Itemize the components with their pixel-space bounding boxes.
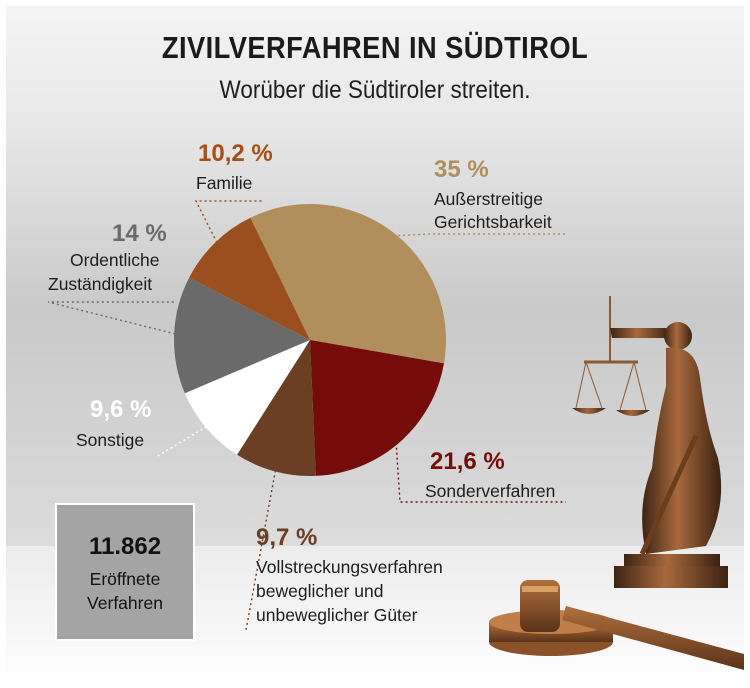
label-sonder-text: Sonderverfahren xyxy=(425,481,556,501)
leader-line-sonder xyxy=(395,437,566,503)
pie-slice-ordentlich xyxy=(173,277,310,394)
total-cases-label-line1: Eröffnete xyxy=(89,569,161,589)
label-ordentlich-percent: 14 % xyxy=(112,220,167,247)
page-title: ZIVILVERFAHREN IN SÜDTIROL xyxy=(161,30,589,65)
total-cases-value: 11.862 xyxy=(88,533,162,560)
label-ordentlich-line1: Ordentliche xyxy=(70,250,160,270)
justitia-figure xyxy=(610,322,728,588)
label-aussergerichtlich-percent: 35 % xyxy=(434,156,489,183)
total-cases-box: 11.862 Eröffnete Verfahren xyxy=(55,503,195,641)
total-cases-label-line2: Verfahren xyxy=(87,593,163,613)
leader-line-familie xyxy=(194,200,262,248)
label-aussergerichtlich-line2: Gerichtsbarkeit xyxy=(434,212,552,232)
label-sonstige-percent: 9,6 % xyxy=(90,396,152,423)
label-aussergerichtlich-line1: Außerstreitige xyxy=(434,189,543,209)
leader-line-ordentlich xyxy=(47,301,181,336)
label-vollstreckung-line1: Vollstreckungsverfahren xyxy=(256,557,443,577)
pie-slice-vollstreckung xyxy=(237,340,316,476)
pie-slice-sonstige xyxy=(184,340,310,455)
page-subtitle: Worüber die Südtiroler streiten. xyxy=(219,76,531,104)
label-ordentlich-line2: Zuständigkeit xyxy=(48,274,153,294)
pie-chart xyxy=(47,200,566,631)
gavel-icon xyxy=(489,580,744,670)
label-familie-percent: 10,2 % xyxy=(198,140,273,167)
scales-icon xyxy=(572,296,650,416)
label-sonstige-text: Sonstige xyxy=(76,430,145,450)
label-vollstreckung-percent: 9,7 % xyxy=(256,524,318,551)
label-sonder-percent: 21,6 % xyxy=(430,448,505,475)
leader-line-sonstige xyxy=(155,423,212,458)
total-cases-label: Eröffnete Verfahren xyxy=(57,567,193,615)
label-vollstreckung-line3: unbeweglicher Güter xyxy=(256,605,418,625)
pie-slice-sonder xyxy=(310,340,444,476)
pie-slice-familie xyxy=(189,217,310,340)
label-familie-text: Familie xyxy=(196,173,253,193)
leader-line-aussergerichtlich xyxy=(388,233,566,237)
infographic: ZIVILVERFAHREN IN SÜDTIROL Worüber die S… xyxy=(6,6,744,682)
pie-slice-aussergerichtlich xyxy=(250,204,446,364)
justitia-statue-illustration xyxy=(489,296,744,670)
label-vollstreckung-line2: beweglicher und xyxy=(256,581,384,601)
